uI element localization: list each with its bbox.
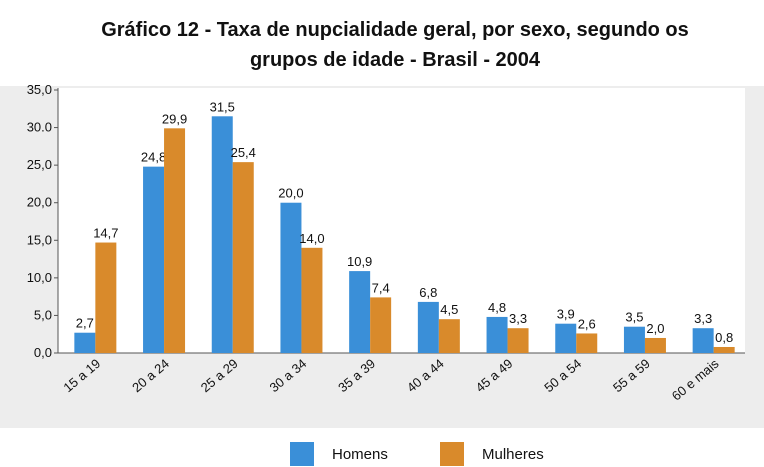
value-label: 29,9 [162,111,187,126]
value-label: 2,0 [646,321,664,336]
bar [438,319,460,353]
y-tick-label: 5,0 [34,307,52,322]
value-label: 31,5 [210,99,235,114]
bar [486,316,508,353]
chart-subtitle: grupos de idade - Brasil - 2004 [250,49,541,71]
bar [143,166,165,353]
bar [211,116,233,353]
y-tick-label: 15,0 [27,232,52,247]
bar [301,247,323,353]
value-label: 4,8 [488,300,506,315]
bar [507,328,529,353]
legend-swatch [290,442,314,466]
chart-title: Gráfico 12 - Taxa de nupcialidade geral,… [101,19,689,41]
bar [644,337,666,353]
y-tick-label: 30.0 [27,120,52,135]
bar [280,202,302,353]
value-label: 25,4 [231,145,256,160]
value-label: 2,7 [76,316,94,331]
value-label: 3,5 [625,310,643,325]
value-label: 4,5 [440,302,458,317]
value-label: 24,8 [141,150,166,165]
value-label: 2,6 [578,316,596,331]
value-label: 10,9 [347,254,372,269]
y-tick-label: 25,0 [27,157,52,172]
value-label: 14,7 [93,226,118,241]
bar [349,271,371,353]
value-label: 14,0 [299,231,324,246]
bar [95,242,117,353]
value-label: 6,8 [419,285,437,300]
value-label: 3,9 [557,307,575,322]
bar [692,328,714,353]
bar [232,162,254,353]
bar [623,326,645,353]
value-label: 7,4 [372,280,390,295]
legend-swatch [440,442,464,466]
bar [576,333,598,353]
bar [417,301,439,353]
bar [555,323,577,353]
y-tick-label: 35,0 [27,82,52,97]
bar [370,297,392,353]
bar [713,346,735,353]
legend-label: Mulheres [482,446,544,463]
value-label: 20,0 [278,186,303,201]
y-tick-label: 10,0 [27,270,52,285]
value-label: 3,3 [509,311,527,326]
y-tick-label: 0,0 [34,345,52,360]
bar [164,128,186,353]
legend-label: Homens [332,446,388,463]
value-label: 3,3 [694,311,712,326]
value-label: 0,8 [715,330,733,345]
bar [74,332,96,353]
y-tick-label: 20,0 [27,195,52,210]
